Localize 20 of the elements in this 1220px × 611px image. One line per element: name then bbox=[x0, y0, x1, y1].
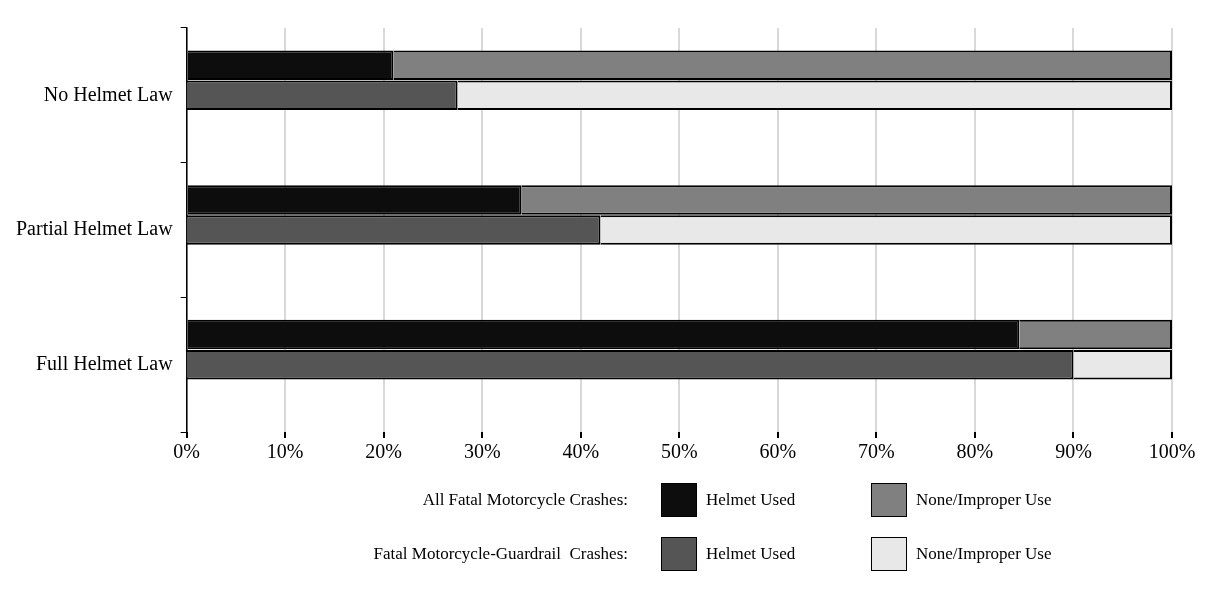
y-tick-label: Full Helmet Law bbox=[35, 351, 174, 374]
x-tick-label: 100% bbox=[1148, 440, 1196, 463]
legend-label: None/Improper Use bbox=[916, 490, 1052, 510]
x-tick-label: 50% bbox=[660, 440, 698, 463]
x-tick-label: 30% bbox=[463, 440, 501, 463]
legend-title: Fatal Motorcycle-Guardrail Crashes: bbox=[372, 544, 629, 564]
x-tick-label: 60% bbox=[759, 440, 797, 463]
y-tick-label: Partial Helmet Law bbox=[15, 217, 174, 240]
legend-label: Helmet Used bbox=[706, 544, 796, 564]
x-tick-label: 40% bbox=[562, 440, 600, 463]
x-tick-label: 80% bbox=[956, 440, 994, 463]
x-tick-label: 70% bbox=[858, 440, 895, 463]
y-tick-label: No Helmet Law bbox=[43, 82, 174, 105]
x-tick-label: 10% bbox=[266, 440, 304, 463]
legend-label: None/Improper Use bbox=[916, 544, 1052, 564]
legend-title: All Fatal Motorcycle Crashes: bbox=[421, 490, 629, 510]
x-tick-label: 90% bbox=[1055, 440, 1092, 463]
legend-label: Helmet Used bbox=[706, 490, 796, 510]
x-tick-label: 20% bbox=[365, 440, 403, 463]
x-tick-label: 0% bbox=[173, 440, 200, 463]
